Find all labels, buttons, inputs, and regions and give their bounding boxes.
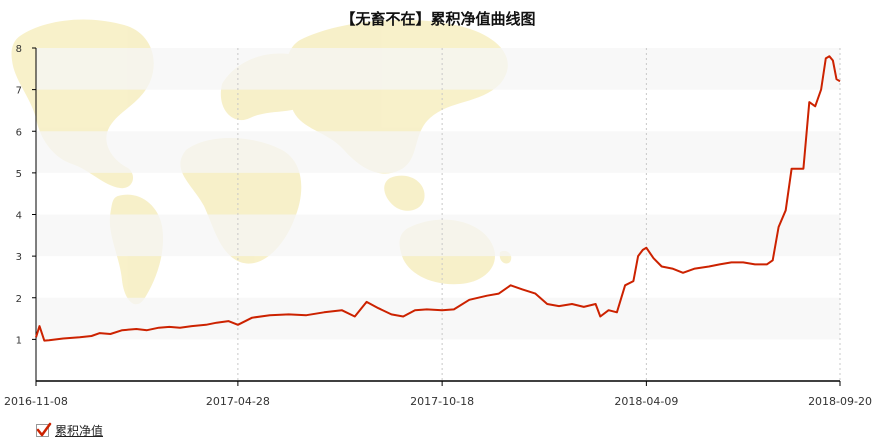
x-tick-label: 2018-04-09 bbox=[614, 395, 678, 408]
y-tick-labels: 1 2 3 4 5 6 7 8 bbox=[16, 44, 36, 346]
y-tick-label: 5 bbox=[16, 169, 22, 180]
y-tick-label: 8 bbox=[16, 44, 22, 55]
series-line bbox=[35, 55, 841, 342]
y-tick-label: 1 bbox=[16, 335, 22, 346]
legend-checkbox[interactable] bbox=[36, 422, 52, 437]
y-tick-label: 7 bbox=[16, 86, 22, 97]
grid-vertical bbox=[237, 48, 841, 381]
legend-label: 累积净值 bbox=[55, 423, 104, 438]
grid-bands bbox=[36, 48, 840, 340]
grid-band bbox=[36, 48, 840, 90]
y-tick-label: 6 bbox=[16, 127, 22, 138]
chart-title: 【无畜不在】累积净值曲线图 bbox=[340, 10, 535, 28]
x-tick-label: 2018-09-20 bbox=[808, 395, 872, 408]
grid-band bbox=[36, 131, 840, 173]
checkmark-icon bbox=[36, 422, 52, 436]
x-tick-label: 2017-04-28 bbox=[206, 395, 270, 408]
y-tick-label: 3 bbox=[16, 252, 22, 263]
x-tick-label: 2017-10-18 bbox=[410, 395, 474, 408]
y-tick-label: 4 bbox=[16, 211, 22, 222]
grid-band bbox=[36, 214, 840, 257]
grid-band bbox=[36, 297, 840, 340]
y-tick-label: 2 bbox=[16, 294, 22, 305]
legend-item[interactable]: 累积净值 bbox=[36, 421, 103, 439]
x-tick-label: 2016-11-08 bbox=[4, 395, 68, 408]
x-tick-labels: 2016-11-08 2017-04-28 2017-10-18 2018-04-09… bbox=[4, 381, 872, 408]
